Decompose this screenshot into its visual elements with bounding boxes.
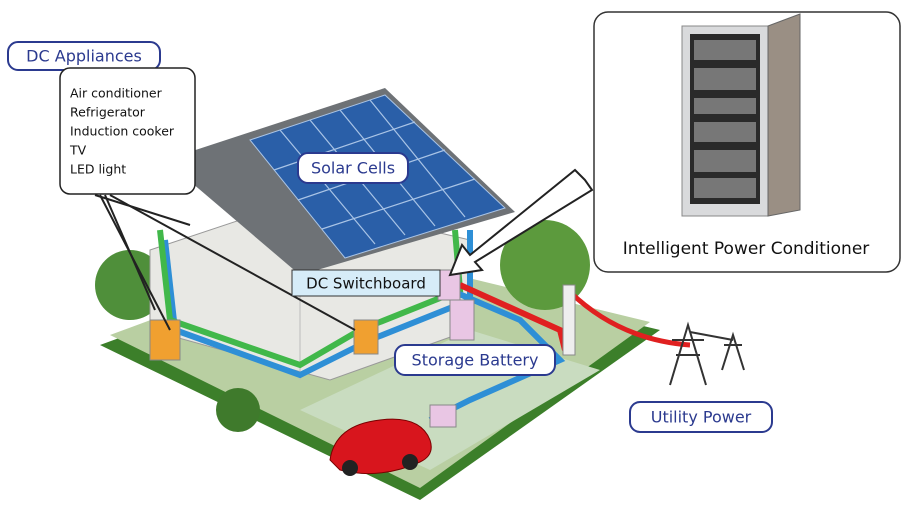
- appliance-item: Induction cooker: [70, 124, 175, 139]
- pole: [563, 285, 575, 355]
- wheel: [402, 454, 418, 470]
- appliance: [150, 320, 180, 360]
- node-label: Storage Battery: [412, 351, 539, 370]
- appliance-item: LED light: [70, 162, 126, 177]
- node-label: Utility Power: [651, 408, 752, 427]
- power-tower: [670, 325, 744, 385]
- appliance-item: Air conditioner: [70, 86, 163, 101]
- tree: [216, 388, 260, 432]
- node-label: Solar Cells: [311, 159, 395, 178]
- node-label: DC Switchboard: [306, 275, 426, 293]
- diagram: DC Appliances Air conditioner Refrigerat…: [0, 0, 910, 505]
- appliance-item: TV: [69, 143, 87, 158]
- battery-unit: [450, 300, 474, 340]
- cabinet-door: [768, 14, 800, 216]
- appliances-title: DC Appliances: [26, 47, 142, 66]
- appliance: [354, 320, 378, 354]
- conditioner-caption: Intelligent Power Conditioner: [623, 239, 870, 259]
- wheel: [342, 460, 358, 476]
- appliance-item: Refrigerator: [70, 105, 146, 120]
- charger: [430, 405, 456, 427]
